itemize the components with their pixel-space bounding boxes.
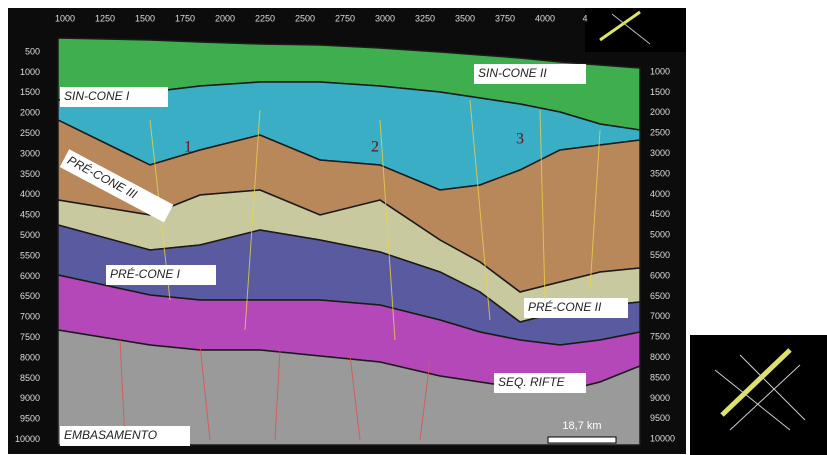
inset-line bbox=[739, 354, 806, 421]
left-axis-label: 2500 bbox=[20, 128, 40, 138]
left-axis-label: 3500 bbox=[20, 169, 40, 179]
left-axis-label: 6500 bbox=[20, 291, 40, 301]
marker: 3 bbox=[516, 131, 524, 148]
right-axis-label: 10000 bbox=[650, 434, 675, 444]
left-axis-label: 1000 bbox=[20, 67, 40, 77]
label-box bbox=[494, 373, 586, 393]
right-axis-label: 9500 bbox=[650, 413, 670, 423]
label-box bbox=[524, 298, 628, 318]
right-axis-label: 9000 bbox=[650, 393, 670, 403]
right-axis-label: 5500 bbox=[650, 250, 670, 260]
right-axis-label: 4000 bbox=[650, 189, 670, 199]
right-axis-label: 1000 bbox=[650, 66, 670, 76]
right-axis-label: 6500 bbox=[650, 291, 670, 301]
fault bbox=[349, 354, 361, 441]
top-axis-label: 4 bbox=[582, 13, 587, 23]
unit-label: EMBASAMENTO bbox=[60, 426, 190, 446]
inset-line bbox=[599, 10, 641, 42]
layer bbox=[57, 329, 641, 446]
left-axis-label: 9500 bbox=[20, 414, 40, 424]
unit-name: SEQ. RIFTE bbox=[498, 375, 566, 389]
left-axis-label: 7500 bbox=[20, 332, 40, 342]
right-axis-label: 8500 bbox=[650, 372, 670, 382]
right-axis-label: 3500 bbox=[650, 168, 670, 178]
label-box bbox=[59, 149, 174, 223]
fault bbox=[539, 109, 546, 301]
left-axis-label: 3000 bbox=[20, 148, 40, 158]
left-axis-label: 5000 bbox=[20, 230, 40, 240]
right-axis-label: 4500 bbox=[650, 209, 670, 219]
unit-name: SIN-CONE I bbox=[64, 89, 130, 103]
left-axis-label: 10000 bbox=[15, 434, 40, 444]
inset-line bbox=[714, 369, 791, 431]
label-box bbox=[106, 265, 216, 285]
fault bbox=[199, 344, 211, 441]
left-axis-label: 6000 bbox=[20, 271, 40, 281]
right-axis-label: 8000 bbox=[650, 352, 670, 362]
top-axis-label: 3250 bbox=[415, 13, 435, 23]
top-axis-label: 1250 bbox=[95, 13, 115, 23]
right-axis-label: 2000 bbox=[650, 107, 670, 117]
fault bbox=[589, 129, 601, 291]
fault bbox=[274, 349, 281, 441]
right-axis-label: 2500 bbox=[650, 128, 670, 138]
unit-name: PRÉ-CONE I bbox=[110, 266, 181, 281]
unit-name: PRÉ-CONE II bbox=[528, 299, 602, 314]
top-axis-label: 2250 bbox=[255, 13, 275, 23]
inset-bottom bbox=[690, 335, 827, 455]
left-axis-label: 2000 bbox=[20, 108, 40, 118]
right-axis-label: 5000 bbox=[650, 230, 670, 240]
top-axis-label: 1750 bbox=[175, 13, 195, 23]
left-axis-label: 500 bbox=[25, 46, 40, 56]
marker: 1 bbox=[184, 139, 192, 156]
left-axis-label: 8000 bbox=[20, 352, 40, 362]
label-box bbox=[60, 426, 190, 446]
left-axis-label: 1500 bbox=[20, 87, 40, 97]
right-axis-label: 3000 bbox=[650, 148, 670, 158]
left-axis-label: 8500 bbox=[20, 373, 40, 383]
unit-label: PRÉ-CONE I bbox=[106, 265, 216, 285]
top-axis-label: 1500 bbox=[135, 13, 155, 23]
right-axis-label: 7500 bbox=[650, 332, 670, 342]
unit-label: SIN-CONE II bbox=[474, 64, 586, 84]
unit-label: PRÉ-CONE II bbox=[524, 298, 628, 318]
top-axis-label: 1000 bbox=[55, 13, 75, 23]
left-axis-label: 4000 bbox=[20, 189, 40, 199]
unit-label: SEQ. RIFTE bbox=[494, 373, 586, 393]
fault bbox=[419, 359, 431, 441]
label-box bbox=[474, 64, 586, 84]
top-axis-label: 3750 bbox=[495, 13, 515, 23]
fault bbox=[379, 119, 396, 341]
top-axis-label: 3500 bbox=[455, 13, 475, 23]
scale-label: 18,7 km bbox=[562, 420, 601, 432]
fault bbox=[469, 99, 491, 321]
label-box bbox=[60, 87, 168, 107]
right-axis-label: 6000 bbox=[650, 270, 670, 280]
top-axis-label: 4000 bbox=[535, 13, 555, 23]
unit-name: EMBASAMENTO bbox=[64, 428, 157, 442]
fault bbox=[244, 109, 261, 331]
scale-bar bbox=[547, 436, 617, 444]
marker: 2 bbox=[371, 139, 379, 156]
fault bbox=[119, 339, 126, 441]
left-axis-label: 4500 bbox=[20, 210, 40, 220]
left-axis-label: 5500 bbox=[20, 250, 40, 260]
inset-line bbox=[720, 348, 792, 417]
inset-line bbox=[729, 364, 801, 431]
labels: 1000 1250 1500 1750 2000 2250 2500 2750 3000 3250… bbox=[15, 13, 675, 446]
top-axis-label: 2500 bbox=[295, 13, 315, 23]
unit-label: SIN-CONE I bbox=[60, 87, 168, 107]
left-axis-label: 7000 bbox=[20, 312, 40, 322]
top-axis-label: 3000 bbox=[375, 13, 395, 23]
top-axis-label: 2750 bbox=[335, 13, 355, 23]
inset-line bbox=[611, 13, 651, 45]
right-axis-label: 7000 bbox=[650, 311, 670, 321]
unit-name: SIN-CONE II bbox=[478, 66, 547, 80]
left-axis-label: 9000 bbox=[20, 393, 40, 403]
top-axis-label: 2000 bbox=[215, 13, 235, 23]
right-axis-label: 1500 bbox=[650, 87, 670, 97]
